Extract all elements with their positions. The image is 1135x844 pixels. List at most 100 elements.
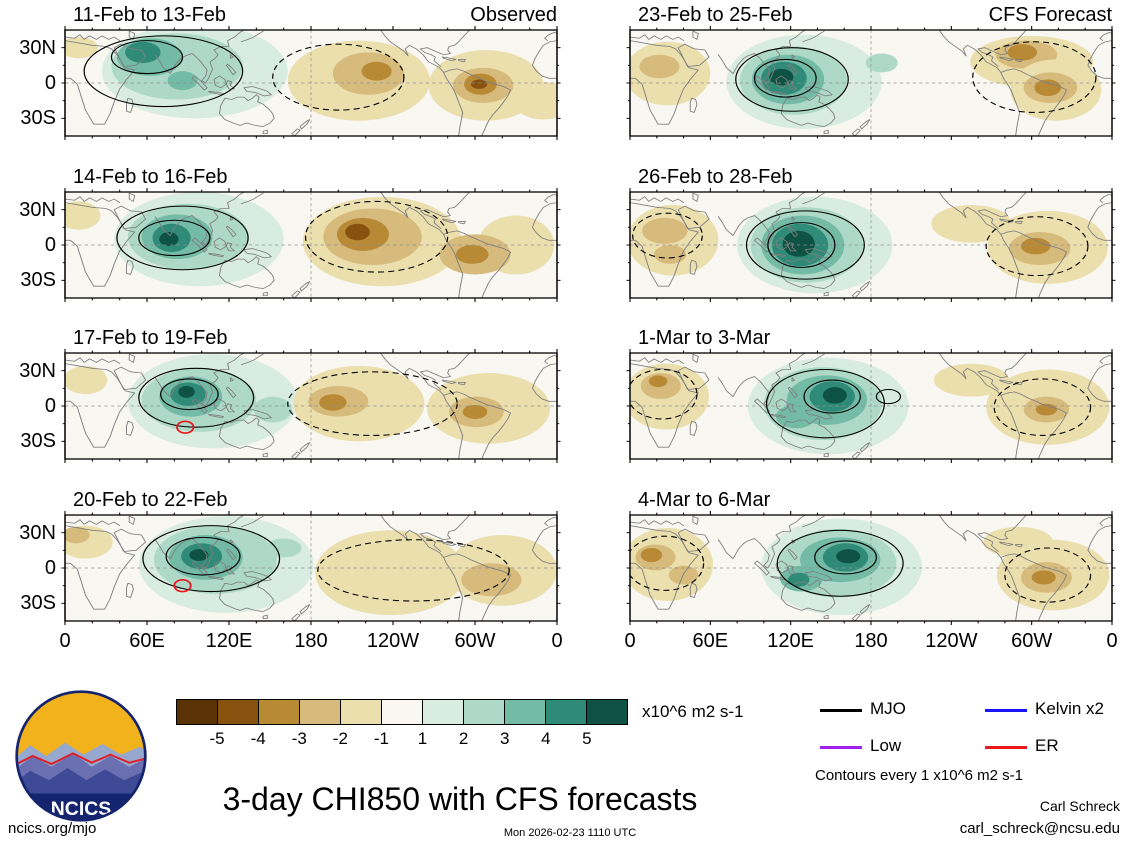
y-tick-label: 30N [19, 359, 56, 382]
panel-border [629, 514, 1113, 622]
map-panel [61, 510, 561, 626]
colorbar-tick-label: -5 [209, 729, 225, 748]
colorbar-cell [341, 700, 382, 724]
map-panel [61, 25, 561, 141]
y-tick-label: 0 [44, 234, 56, 256]
anomaly-blobs [630, 518, 1110, 616]
er-contours [173, 578, 192, 593]
colorbar-cell [505, 700, 546, 724]
mjo-contours [116, 200, 449, 273]
panel-border [64, 191, 558, 299]
panel-border [629, 29, 1113, 137]
colorbar-units: x10^6 m2 s-1 [642, 702, 744, 721]
panel-header: 17-Feb to 19-Feb [65, 325, 557, 351]
colorbar-cell [546, 700, 587, 724]
colorbar-cell [423, 700, 464, 724]
y-tick-label: 30S [20, 107, 56, 130]
mjo-contours [630, 368, 1092, 439]
coastlines [65, 30, 557, 136]
coastlines [630, 192, 1112, 298]
panel-header: 14-Feb to 16-Feb [65, 164, 557, 190]
panel-header: 23-Feb to 25-Feb CFS Forecast [630, 2, 1112, 28]
panel-corner-label: CFS Forecast [988, 4, 1112, 26]
colorbar-tick-label: -2 [332, 729, 348, 748]
author-email: carl_schreck@ncsu.edu [959, 820, 1120, 837]
panel-title: 23-Feb to 25-Feb [638, 4, 793, 26]
map-panel [61, 348, 561, 464]
legend-line-mjo [820, 709, 862, 712]
map-panel-svg [626, 510, 1116, 626]
colorbar-tick-label: 2 [458, 729, 469, 748]
colorbar-cell [218, 700, 259, 724]
x-tick-label: 180 [294, 630, 328, 652]
legend-line-low [820, 746, 862, 749]
panel-header: 11-Feb to 13-Feb Observed [65, 2, 557, 28]
mjo-contours [83, 35, 405, 111]
x-tick-label: 0 [551, 630, 563, 652]
x-tick-label: 60W [454, 630, 496, 652]
x-tick-label: 60W [1011, 630, 1053, 652]
panel-border [64, 514, 558, 622]
legend-line-kelvin-x2 [985, 709, 1027, 712]
axis-ticks [626, 25, 1116, 141]
coastlines [65, 353, 557, 459]
figure-title: 3-day CHI850 with CFS forecasts [222, 781, 698, 817]
map-panel-svg [626, 348, 1116, 464]
map-panel-svg [626, 187, 1116, 303]
x-tick-label: 120W [366, 630, 420, 652]
map-panel [61, 187, 561, 303]
panel-border [629, 191, 1113, 299]
y-tick-label: 0 [44, 395, 56, 417]
map-panel [626, 187, 1116, 303]
site-url: ncics.org/mjo [8, 820, 97, 837]
y-tick-label: 30S [20, 269, 56, 292]
panel-title: 1-Mar to 3-Mar [638, 327, 771, 349]
panel-title: 4-Mar to 6-Mar [638, 489, 771, 511]
grid-lines [65, 353, 557, 459]
logo-ring [15, 690, 147, 822]
y-tick-label: 30N [19, 198, 56, 221]
y-tick-label: 30N [19, 36, 56, 59]
legend-label: MJO [870, 699, 906, 718]
x-tick-label: 60E [692, 630, 729, 652]
logo-text: NCICS [51, 798, 111, 820]
colorbar-tick-label: 4 [541, 729, 551, 748]
map-panel-svg [626, 25, 1116, 141]
grid-lines [65, 515, 557, 621]
x-tick-label: 0 [1106, 630, 1118, 652]
panel-header: 1-Mar to 3-Mar [630, 325, 1112, 351]
x-tick-label: 0 [59, 630, 71, 652]
panel-corner-label: Observed [470, 4, 557, 26]
map-panel [626, 348, 1116, 464]
colorbar-cell [587, 700, 627, 724]
colorbar-cell [259, 700, 300, 724]
panel-title: 11-Feb to 13-Feb [73, 4, 227, 26]
map-panel-svg [61, 510, 561, 626]
mjo-contours [142, 525, 510, 602]
y-tick-label: 30S [20, 430, 56, 453]
x-tick-label: 120W [925, 630, 978, 652]
anomaly-blobs [65, 354, 551, 449]
map-panel-svg [61, 187, 561, 303]
panel-title: 26-Feb to 28-Feb [638, 166, 793, 188]
panel-header: 20-Feb to 22-Feb [65, 487, 557, 513]
colorbar-tick-label: -3 [291, 729, 307, 748]
contours-note: Contours every 1 x10^6 m2 s-1 [815, 767, 1023, 784]
panel-title: 20-Feb to 22-Feb [73, 489, 228, 511]
grid-lines [630, 30, 1112, 136]
map-panel [626, 510, 1116, 626]
grid-lines [65, 192, 557, 298]
panel-border [629, 352, 1113, 460]
x-tick-label: 120E [767, 630, 815, 652]
colorbar-cell [382, 700, 423, 724]
mjo-contours [630, 529, 1092, 603]
er-contours [176, 420, 195, 434]
anomaly-blobs [65, 30, 557, 121]
colorbar-cell [177, 700, 218, 724]
x-tick-label: 120E [205, 630, 253, 652]
coastlines [65, 192, 557, 298]
panel-border [64, 29, 558, 137]
panel-header: 26-Feb to 28-Feb [630, 164, 1112, 190]
legend-line-er [985, 746, 1027, 749]
